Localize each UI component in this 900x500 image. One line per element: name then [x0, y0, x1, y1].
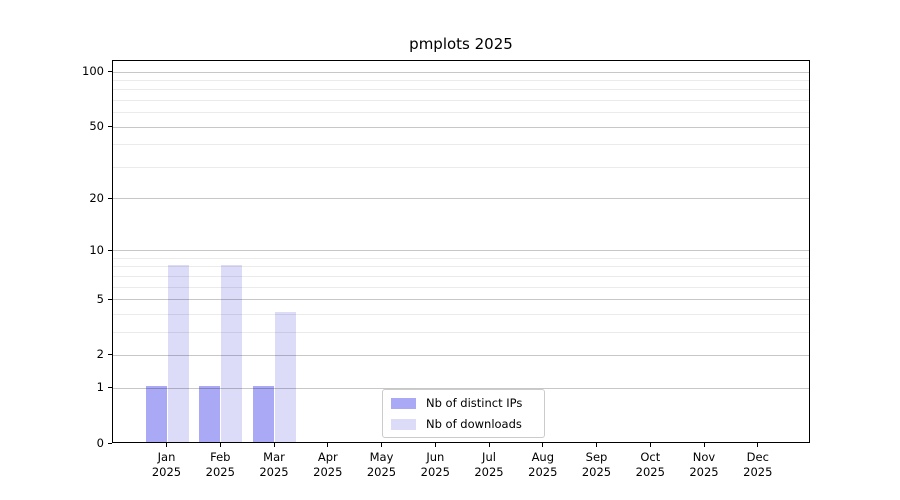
y-tick: [108, 126, 112, 128]
x-tick-label: Feb 2025: [205, 450, 235, 479]
bar-distinct-ips: [199, 386, 221, 442]
bar-downloads: [167, 264, 189, 442]
x-tick: [381, 443, 382, 447]
minor-gridline: [113, 286, 809, 288]
legend-swatch: [391, 418, 416, 430]
y-tick-label: 100: [82, 64, 104, 78]
y-tick-label: 20: [89, 190, 104, 205]
minor-gridline: [113, 313, 809, 315]
legend-label: Nb of downloads: [426, 417, 522, 431]
minor-gridline: [113, 144, 809, 146]
minor-gridline: [113, 99, 809, 101]
legend: Nb of distinct IPs Nb of downloads: [382, 389, 545, 438]
x-tick: [649, 443, 651, 447]
legend-row: Nb of downloads: [391, 417, 544, 431]
y-tick-label: 1: [96, 380, 104, 395]
minor-gridline: [113, 275, 809, 277]
x-tick-label: May 2025: [366, 450, 397, 479]
x-tick-label: Oct 2025: [635, 450, 665, 479]
bar-distinct-ips: [253, 386, 274, 442]
legend-swatch: [391, 397, 416, 409]
x-tick: [596, 443, 597, 447]
legend-label: Nb of distinct IPs: [426, 396, 523, 410]
x-tick-label: Jul 2025: [474, 450, 504, 479]
bar-distinct-ips: [145, 386, 167, 442]
x-tick-label: Apr 2025: [313, 450, 343, 479]
chart-title: pmplots 2025: [409, 35, 513, 53]
x-tick-label: Sep 2025: [581, 450, 612, 479]
minor-gridline: [113, 89, 809, 91]
x-tick-label: Mar 2025: [259, 450, 289, 479]
y-tick: [108, 197, 112, 199]
x-tick-label: Nov 2025: [689, 450, 719, 479]
major-gridline: [113, 71, 809, 73]
minor-gridline: [113, 79, 809, 81]
x-tick: [757, 443, 759, 447]
y-tick: [108, 298, 112, 300]
y-tick-label: 10: [89, 242, 104, 257]
x-tick-label: Jan 2025: [151, 450, 182, 479]
x-tick: [219, 443, 221, 447]
major-gridline: [113, 250, 809, 252]
minor-gridline: [113, 257, 809, 259]
y-tick: [108, 249, 112, 251]
minor-gridline: [113, 266, 809, 268]
y-tick: [108, 354, 112, 356]
x-tick-label: Jun 2025: [420, 450, 450, 479]
major-gridline: [113, 299, 809, 301]
x-tick: [703, 443, 705, 447]
y-tick: [108, 387, 112, 389]
x-tick: [273, 443, 275, 447]
x-tick-label: Dec 2025: [743, 450, 773, 479]
minor-gridline: [113, 331, 809, 333]
x-tick: [488, 443, 490, 447]
major-gridline: [113, 126, 809, 128]
y-tick-label: 2: [96, 347, 104, 362]
x-tick: [166, 443, 167, 447]
minor-gridline: [113, 166, 809, 168]
y-tick-label: 0: [96, 436, 104, 450]
x-tick: [542, 443, 544, 447]
y-tick-label: 5: [96, 291, 104, 306]
minor-gridline: [113, 112, 809, 114]
x-tick-label: Aug 2025: [528, 450, 558, 479]
y-tick-label: 50: [89, 119, 104, 134]
legend-row: Nb of distinct IPs: [391, 396, 544, 410]
x-tick: [434, 443, 436, 447]
plot-area: Nb of distinct IPs Nb of downloads: [112, 60, 810, 443]
major-gridline: [113, 198, 809, 200]
x-tick: [327, 443, 329, 447]
y-tick: [108, 443, 112, 444]
major-gridline: [113, 354, 809, 356]
bar-downloads: [275, 312, 296, 442]
y-tick: [108, 71, 112, 72]
bar-downloads: [221, 264, 243, 442]
